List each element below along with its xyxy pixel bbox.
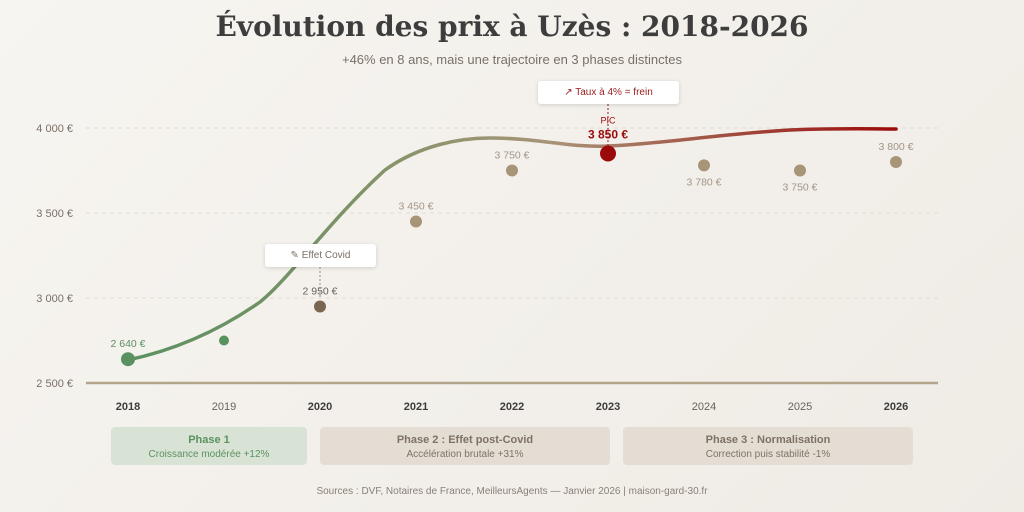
x-tick-label: 2021: [404, 401, 428, 413]
phase-2-box: Phase 2 : Effet post-Covid Accélération …: [320, 427, 610, 465]
data-point: [506, 164, 518, 177]
annotation-rates: ↗ Taux à 4% = frein: [538, 81, 679, 104]
data-point: [219, 335, 229, 346]
data-point: [890, 156, 902, 168]
x-tick-label: 2025: [788, 401, 812, 413]
x-tick-label: 2018: [116, 401, 140, 413]
data-label: 3 780 €: [686, 176, 721, 188]
syringe-icon: ✎: [290, 250, 299, 261]
data-label: 3 750 €: [494, 150, 529, 162]
y-tick-label: 3 000 €: [36, 293, 73, 305]
x-tick-label: 2022: [500, 401, 524, 413]
x-tick-label: 2026: [884, 401, 908, 413]
data-label: 3 450 €: [398, 201, 433, 213]
data-label: 3 750 €: [782, 182, 817, 194]
data-point: [600, 145, 616, 162]
phase-3-box: Phase 3 : Normalisation Correction puis …: [623, 427, 913, 465]
data-label: 2 640 €: [110, 338, 145, 350]
data-label: 3 850 €: [588, 128, 628, 142]
y-tick-label: 3 500 €: [36, 208, 73, 220]
data-label: 3 800 €: [878, 141, 913, 153]
phase-subtitle: Accélération brutale +31%: [406, 449, 524, 460]
phase-title: Phase 1: [188, 434, 230, 446]
trend-curve: [126, 127, 898, 362]
annotation-covid: ✎ Effet Covid: [265, 244, 376, 267]
chart-subtitle: +46% en 8 ans, mais une trajectoire en 3…: [341, 52, 682, 67]
sources-footer: Sources : DVF, Notaires de France, Meill…: [316, 486, 708, 497]
data-label: 2 950 €: [302, 286, 337, 298]
phase-subtitle: Croissance modérée +12%: [148, 449, 270, 460]
x-tick-label: 2024: [692, 401, 716, 413]
y-tick-label: 2 500 €: [36, 378, 73, 390]
data-point: [698, 159, 710, 172]
peak-label: PIC: [600, 116, 616, 126]
chart-up-icon: ↗: [564, 87, 573, 98]
phase-subtitle: Correction puis stabilité -1%: [705, 449, 831, 460]
x-tick-label: 2020: [308, 401, 332, 413]
data-point: [794, 164, 806, 177]
data-point: [410, 215, 422, 228]
chart-title: Évolution des prix à Uzès : 2018-2026: [215, 10, 809, 43]
phase-title: Phase 2 : Effet post-Covid: [396, 434, 534, 446]
annotation-rates-text: Taux à 4% = frein: [575, 87, 653, 98]
data-point: [314, 300, 326, 313]
x-tick-label: 2023: [596, 401, 620, 413]
x-tick-label: 2019: [212, 401, 236, 413]
data-point: [121, 352, 135, 367]
annotation-covid-text: Effet Covid: [301, 250, 351, 261]
phase-1-box: Phase 1 Croissance modérée +12%: [111, 427, 307, 465]
y-tick-label: 4 000 €: [36, 123, 73, 135]
phase-title: Phase 3 : Normalisation: [705, 434, 831, 446]
